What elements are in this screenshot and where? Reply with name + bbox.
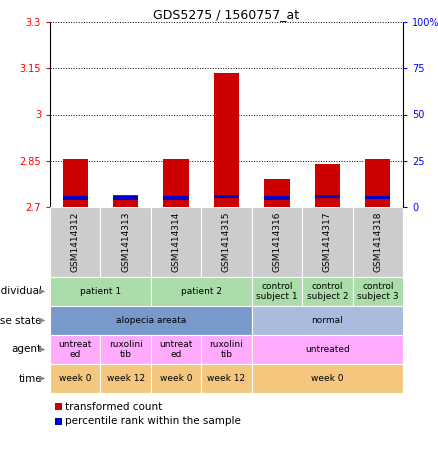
- Text: GSM1414317: GSM1414317: [323, 212, 332, 272]
- Bar: [55, 418, 62, 425]
- Bar: [151, 335, 201, 364]
- Bar: [151, 207, 201, 277]
- Text: patient 2: patient 2: [181, 287, 222, 296]
- Bar: [302, 277, 353, 306]
- Bar: [201, 335, 252, 364]
- Text: GSM1414315: GSM1414315: [222, 212, 231, 272]
- Text: percentile rank within the sample: percentile rank within the sample: [65, 416, 241, 427]
- Bar: [201, 207, 252, 277]
- Text: normal: normal: [311, 316, 343, 325]
- Text: GSM1414318: GSM1414318: [373, 212, 382, 272]
- Bar: [63, 159, 88, 207]
- Bar: [100, 207, 151, 277]
- Bar: [365, 159, 390, 207]
- Title: GDS5275 / 1560757_at: GDS5275 / 1560757_at: [153, 8, 300, 21]
- Text: transformed count: transformed count: [65, 401, 162, 411]
- Text: patient 1: patient 1: [80, 287, 121, 296]
- Bar: [302, 207, 353, 277]
- Text: untreat
ed: untreat ed: [159, 340, 193, 359]
- Bar: [252, 335, 403, 364]
- Bar: [252, 306, 403, 335]
- Text: GSM1414312: GSM1414312: [71, 212, 80, 272]
- Bar: [50, 207, 100, 277]
- Text: week 12: week 12: [106, 374, 145, 383]
- Bar: [100, 335, 151, 364]
- Text: week 0: week 0: [311, 374, 343, 383]
- Bar: [353, 277, 403, 306]
- Text: control
subject 3: control subject 3: [357, 282, 399, 301]
- Bar: [264, 196, 290, 200]
- Bar: [252, 364, 403, 393]
- Bar: [365, 196, 390, 199]
- Bar: [315, 195, 340, 198]
- Bar: [252, 207, 302, 277]
- Bar: [50, 335, 100, 364]
- Bar: [315, 164, 340, 207]
- Bar: [113, 195, 138, 207]
- Text: control
subject 1: control subject 1: [256, 282, 298, 301]
- Bar: [151, 277, 252, 306]
- Text: ruxolini
tib: ruxolini tib: [210, 340, 244, 359]
- Bar: [264, 179, 290, 207]
- Text: control
subject 2: control subject 2: [307, 282, 348, 301]
- Bar: [50, 306, 252, 335]
- Bar: [163, 196, 189, 200]
- Bar: [214, 195, 239, 198]
- Bar: [201, 364, 252, 393]
- Text: disease state: disease state: [0, 315, 42, 326]
- Text: GSM1414314: GSM1414314: [172, 212, 180, 272]
- Bar: [353, 207, 403, 277]
- Bar: [50, 277, 151, 306]
- Text: GSM1414316: GSM1414316: [272, 212, 282, 272]
- Bar: [55, 403, 62, 410]
- Text: week 0: week 0: [160, 374, 192, 383]
- Bar: [63, 196, 88, 200]
- Text: week 12: week 12: [208, 374, 246, 383]
- Text: untreated: untreated: [305, 345, 350, 354]
- Bar: [151, 364, 201, 393]
- Bar: [252, 277, 302, 306]
- Text: ruxolini
tib: ruxolini tib: [109, 340, 142, 359]
- Text: GSM1414313: GSM1414313: [121, 212, 130, 272]
- Bar: [50, 364, 100, 393]
- Text: time: time: [18, 374, 42, 384]
- Text: individual: individual: [0, 286, 42, 297]
- Text: week 0: week 0: [59, 374, 92, 383]
- Text: agent: agent: [12, 344, 42, 355]
- Bar: [113, 196, 138, 200]
- Bar: [214, 73, 239, 207]
- Text: untreat
ed: untreat ed: [59, 340, 92, 359]
- Bar: [100, 364, 151, 393]
- Bar: [163, 159, 189, 207]
- Text: alopecia areata: alopecia areata: [116, 316, 186, 325]
